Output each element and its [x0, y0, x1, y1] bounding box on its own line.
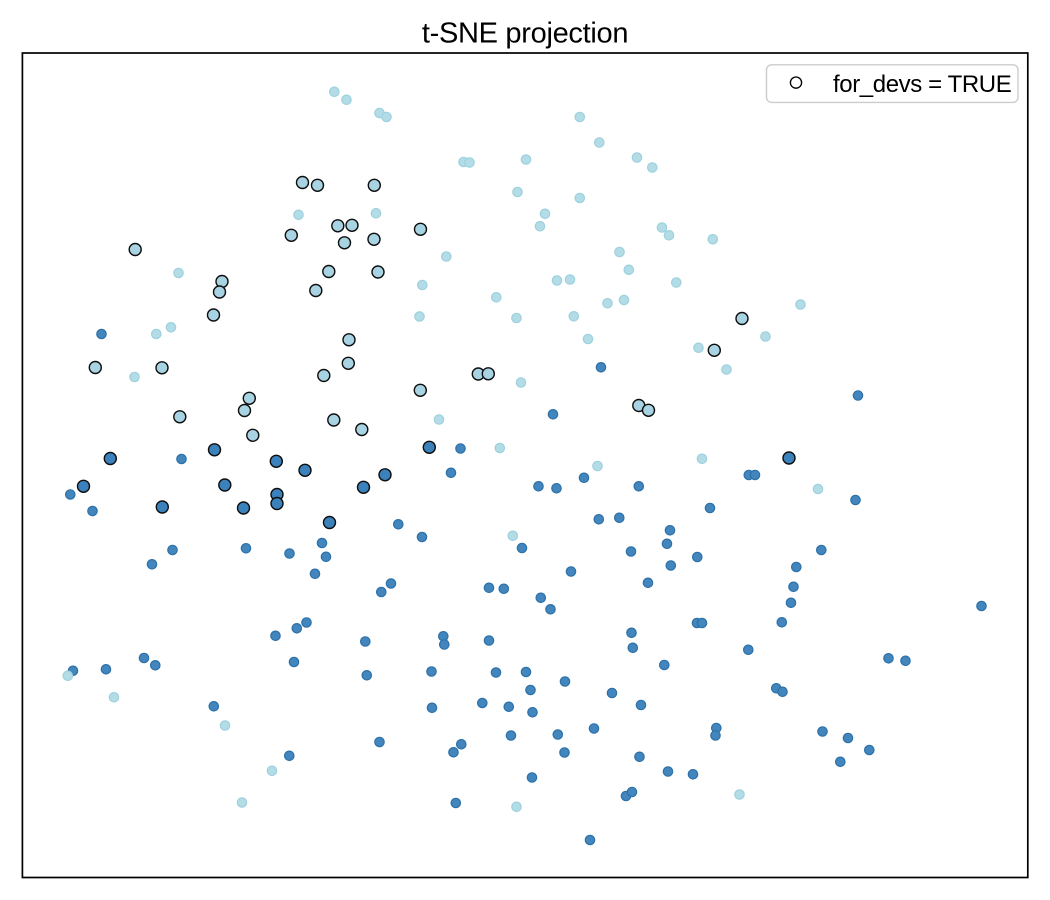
svg-text:t-SNE projection: t-SNE projection — [422, 18, 628, 50]
svg-text:for_devs = TRUE: for_devs = TRUE — [833, 71, 1011, 98]
